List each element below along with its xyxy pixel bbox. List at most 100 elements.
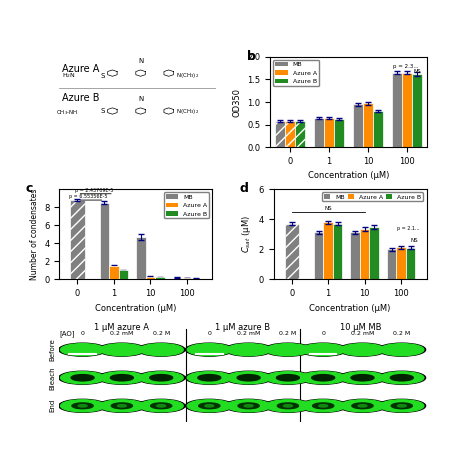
Text: 1 μM azure A: 1 μM azure A <box>94 323 149 332</box>
Bar <box>173 278 182 280</box>
Bar <box>406 248 415 280</box>
Bar <box>353 104 363 147</box>
Bar <box>334 119 344 147</box>
Circle shape <box>313 403 334 409</box>
Bar <box>295 121 305 147</box>
Text: H$_2$N: H$_2$N <box>62 72 75 80</box>
Circle shape <box>378 399 426 412</box>
Circle shape <box>100 372 144 384</box>
Bar <box>396 247 406 280</box>
Text: NS: NS <box>413 69 420 73</box>
Y-axis label: OD350: OD350 <box>233 88 242 117</box>
Circle shape <box>301 400 345 412</box>
Circle shape <box>59 399 106 412</box>
Circle shape <box>300 399 347 412</box>
Text: b: b <box>247 50 255 63</box>
Text: N: N <box>138 96 143 102</box>
Circle shape <box>276 374 300 381</box>
Circle shape <box>139 372 183 384</box>
X-axis label: Concentration (μM): Concentration (μM) <box>310 304 391 313</box>
Text: 1 μM azure B: 1 μM azure B <box>215 323 271 332</box>
Bar <box>182 278 191 280</box>
Legend: MB, Azure A, Azure B: MB, Azure A, Azure B <box>273 60 319 86</box>
Bar <box>146 277 155 280</box>
Text: 0: 0 <box>81 331 84 336</box>
Circle shape <box>301 372 345 384</box>
Text: p = 2.1...: p = 2.1... <box>397 226 419 231</box>
Circle shape <box>244 405 253 407</box>
Bar <box>350 232 360 280</box>
Circle shape <box>110 374 133 381</box>
Circle shape <box>227 344 271 356</box>
Text: 0.2 M: 0.2 M <box>393 331 410 336</box>
Circle shape <box>266 344 310 356</box>
Bar <box>285 224 299 280</box>
Bar <box>109 266 118 280</box>
Circle shape <box>380 344 424 356</box>
Text: N(CH$_3$)$_2$: N(CH$_3$)$_2$ <box>176 107 199 116</box>
Text: N(CH$_3$)$_2$: N(CH$_3$)$_2$ <box>176 71 199 80</box>
X-axis label: Concentration (μM): Concentration (μM) <box>308 172 389 181</box>
Circle shape <box>100 400 144 412</box>
Circle shape <box>312 374 335 381</box>
Text: [AO]: [AO] <box>59 331 75 337</box>
Circle shape <box>187 400 231 412</box>
Bar <box>118 271 128 280</box>
Text: 0: 0 <box>321 331 325 336</box>
Circle shape <box>380 372 424 384</box>
Circle shape <box>378 371 426 384</box>
Circle shape <box>264 399 312 412</box>
Circle shape <box>139 400 183 412</box>
Circle shape <box>72 403 93 409</box>
Circle shape <box>351 374 374 381</box>
Circle shape <box>150 374 173 381</box>
Circle shape <box>185 343 233 356</box>
Circle shape <box>266 400 310 412</box>
Bar <box>285 121 295 147</box>
Circle shape <box>137 343 185 356</box>
Text: 0.2 mM: 0.2 mM <box>351 331 374 336</box>
Legend: MB, Azure A, Azure B: MB, Azure A, Azure B <box>164 192 209 219</box>
Circle shape <box>225 343 273 356</box>
Circle shape <box>339 371 386 384</box>
Text: 0: 0 <box>207 331 211 336</box>
Text: NS: NS <box>324 206 332 211</box>
Bar <box>333 224 342 280</box>
Text: End: End <box>49 399 55 412</box>
Bar <box>373 111 383 147</box>
Bar <box>363 103 373 147</box>
X-axis label: Concentration (μM): Concentration (μM) <box>95 304 176 313</box>
Circle shape <box>391 403 412 409</box>
Circle shape <box>137 371 185 384</box>
Text: Before: Before <box>49 338 55 361</box>
Circle shape <box>339 343 386 356</box>
Circle shape <box>264 343 312 356</box>
Text: p = 6.55356E-5: p = 6.55356E-5 <box>69 194 108 199</box>
Text: NS: NS <box>410 238 418 243</box>
Bar <box>323 222 333 280</box>
Circle shape <box>340 372 384 384</box>
Text: Azure A: Azure A <box>63 64 100 74</box>
Circle shape <box>199 403 220 409</box>
Circle shape <box>187 372 231 384</box>
Circle shape <box>157 405 165 407</box>
Bar <box>387 249 396 280</box>
Circle shape <box>118 405 126 407</box>
Circle shape <box>137 399 185 412</box>
Circle shape <box>139 344 183 356</box>
Legend: MB, Azure A, Azure B: MB, Azure A, Azure B <box>322 192 423 201</box>
Bar <box>402 73 412 147</box>
Circle shape <box>300 343 347 356</box>
Circle shape <box>71 374 94 381</box>
Bar <box>314 232 323 280</box>
Circle shape <box>198 374 221 381</box>
Circle shape <box>98 399 146 412</box>
Circle shape <box>61 372 105 384</box>
Text: p = 2.3...: p = 2.3... <box>393 64 419 69</box>
Text: 0.2 mM: 0.2 mM <box>110 331 134 336</box>
Circle shape <box>378 343 426 356</box>
Circle shape <box>111 403 132 409</box>
Circle shape <box>237 374 260 381</box>
Circle shape <box>185 399 233 412</box>
Circle shape <box>300 371 347 384</box>
